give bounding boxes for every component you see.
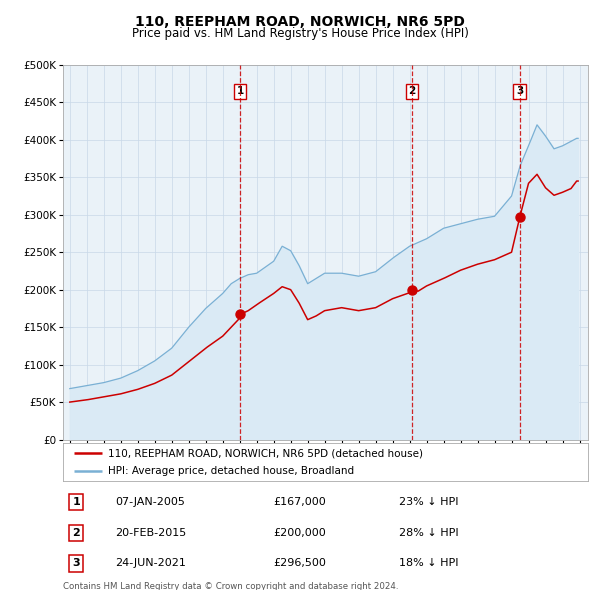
Text: £167,000: £167,000 <box>273 497 326 507</box>
Text: 20-FEB-2015: 20-FEB-2015 <box>115 528 187 537</box>
Text: £296,500: £296,500 <box>273 559 326 568</box>
Text: 07-JAN-2005: 07-JAN-2005 <box>115 497 185 507</box>
Text: 110, REEPHAM ROAD, NORWICH, NR6 5PD (detached house): 110, REEPHAM ROAD, NORWICH, NR6 5PD (det… <box>107 448 422 458</box>
Text: 18% ↓ HPI: 18% ↓ HPI <box>399 559 458 568</box>
Text: 28% ↓ HPI: 28% ↓ HPI <box>399 528 458 537</box>
Text: Contains HM Land Registry data © Crown copyright and database right 2024.: Contains HM Land Registry data © Crown c… <box>63 582 398 590</box>
Text: 110, REEPHAM ROAD, NORWICH, NR6 5PD: 110, REEPHAM ROAD, NORWICH, NR6 5PD <box>135 15 465 29</box>
Text: 3: 3 <box>516 86 523 96</box>
Text: 1: 1 <box>72 497 80 507</box>
Text: 24-JUN-2021: 24-JUN-2021 <box>115 559 187 568</box>
Text: 23% ↓ HPI: 23% ↓ HPI <box>399 497 458 507</box>
Text: 1: 1 <box>236 86 244 96</box>
Text: 2: 2 <box>72 528 80 537</box>
Text: Price paid vs. HM Land Registry's House Price Index (HPI): Price paid vs. HM Land Registry's House … <box>131 27 469 40</box>
Text: HPI: Average price, detached house, Broadland: HPI: Average price, detached house, Broa… <box>107 466 354 476</box>
Text: 3: 3 <box>73 559 80 568</box>
Text: 2: 2 <box>408 86 415 96</box>
Text: £200,000: £200,000 <box>273 528 326 537</box>
